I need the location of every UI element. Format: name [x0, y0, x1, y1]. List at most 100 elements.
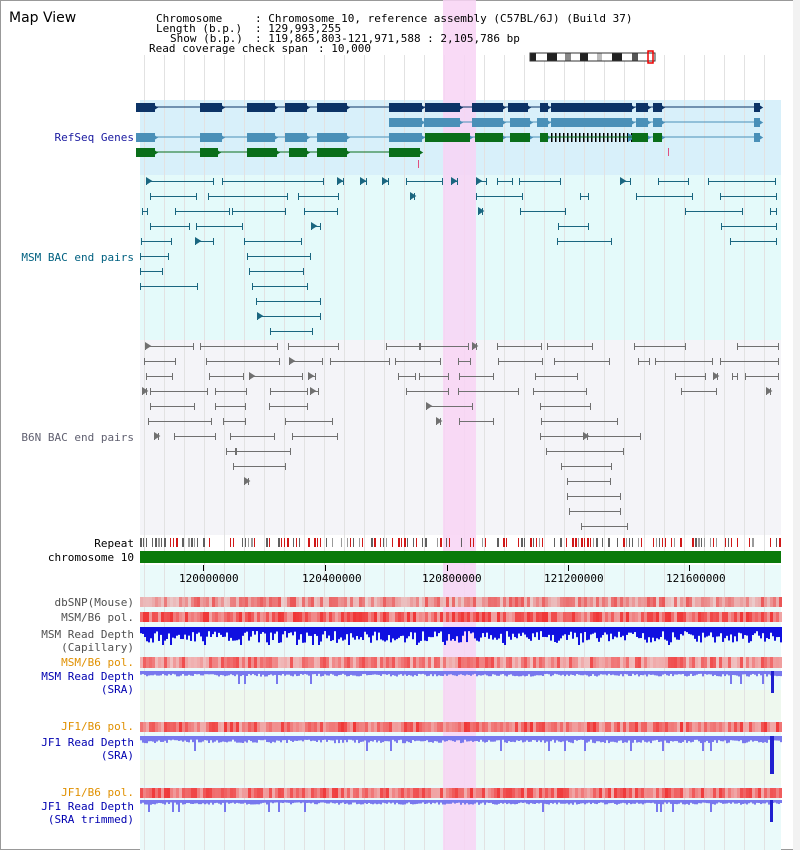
track-label-jf1-b6-pol-1[interactable]: JF1/B6 pol. [61, 720, 134, 733]
read-depth-bar [324, 736, 326, 740]
snp-heat-cell [260, 597, 263, 607]
read-depth-bar [642, 627, 644, 634]
read-depth-bar [338, 627, 340, 640]
snp-heat-cell [203, 612, 206, 622]
snp-heat-cell [185, 657, 188, 668]
snp-heat-cell [638, 612, 641, 622]
snp-heat-cell [269, 597, 272, 607]
snp-heat-cell [482, 722, 485, 732]
read-depth-bar [280, 627, 282, 643]
read-depth-bar [754, 671, 756, 675]
read-depth-bar [756, 736, 758, 741]
snp-heat-cell [374, 788, 377, 798]
track-label-jf1-b6-pol-2[interactable]: JF1/B6 pol. [61, 786, 134, 799]
track-label-msm-depth-sra[interactable]: MSM Read Depth [41, 670, 134, 683]
snp-heat-cell [404, 597, 407, 607]
snp-heat-cell [296, 612, 299, 622]
track-label-refseq-genes[interactable]: RefSeq Genes [54, 131, 134, 144]
repeat-mark [398, 538, 400, 547]
read-depth-bar [558, 627, 560, 641]
snp-heat-cell [602, 722, 605, 732]
read-depth-bar [230, 671, 232, 675]
read-depth-bar [636, 800, 638, 803]
snp-heat-cell [551, 597, 554, 607]
read-depth-bar [140, 627, 142, 634]
b6n-bac-pair-arrow [142, 387, 149, 395]
read-depth-bar [166, 671, 168, 676]
snp-heat-cell [746, 597, 749, 607]
read-depth-bar [370, 627, 372, 643]
snp-heat-cell [542, 788, 545, 798]
repeat-mark [521, 538, 523, 547]
snp-heat-cell [512, 722, 515, 732]
read-depth-bar [614, 671, 616, 676]
read-depth-bar [218, 800, 220, 804]
read-depth-bar [622, 736, 624, 743]
read-depth-bar [630, 736, 632, 751]
track-label-msm-b6-pol-2[interactable]: MSM/B6 pol. [61, 656, 134, 669]
snp-heat-cell [509, 722, 512, 732]
snp-heat-cell [320, 788, 323, 798]
read-depth-bar [156, 800, 158, 804]
track-label-chromosome[interactable]: chromosome 10 [47, 551, 134, 564]
read-depth-bar [682, 627, 684, 636]
track-label-msm-depth-capillary[interactable]: MSM Read Depth [41, 628, 134, 641]
read-depth-bar [436, 627, 438, 637]
snp-heat-cell [281, 657, 284, 668]
read-depth-bar [372, 736, 374, 742]
read-depth-bar [600, 736, 602, 743]
read-depth-bar [164, 736, 166, 741]
read-depth-bar [240, 800, 242, 804]
snp-heat-cell [458, 722, 461, 732]
read-depth-bar [290, 736, 292, 741]
snp-heat-cell [524, 657, 527, 668]
track-label-repeat[interactable]: Repeat [94, 537, 134, 550]
repeat-mark [416, 538, 417, 547]
read-depth-bar [628, 627, 630, 633]
read-depth-bar [418, 800, 420, 804]
read-depth-bar [716, 671, 718, 677]
snp-heat-cell [182, 597, 185, 607]
read-depth-bar [466, 800, 468, 804]
snp-heat-cell [554, 657, 557, 668]
read-depth-bar [574, 627, 576, 633]
read-depth-bar [730, 671, 732, 684]
read-depth-bar [666, 627, 668, 641]
snp-heat-cell [170, 597, 173, 607]
read-depth-bar [598, 627, 600, 642]
read-depth-bar [334, 736, 336, 744]
read-depth-bar [544, 627, 546, 637]
snp-heat-cell [245, 657, 248, 668]
read-depth-bar [472, 627, 474, 633]
read-depth-bar [396, 671, 398, 677]
read-depth-bar [310, 800, 312, 804]
repeat-mark [533, 538, 534, 547]
snp-heat-cell [194, 612, 197, 622]
read-depth-bar [696, 627, 698, 642]
read-depth-bar [194, 736, 196, 751]
read-depth-bar [248, 736, 250, 741]
gene-mark [418, 160, 419, 168]
snp-heat-cell [374, 722, 377, 732]
track-label-msm-bac[interactable]: MSM BAC end pairs [21, 251, 134, 264]
track-label-jf1-depth-trimmed[interactable]: JF1 Read Depth [41, 800, 134, 813]
read-depth-bar [492, 800, 494, 805]
read-depth-bar [402, 671, 404, 676]
snp-heat-cell [245, 597, 248, 607]
track-label-b6n-bac[interactable]: B6N BAC end pairs [21, 431, 134, 444]
read-depth-bar [322, 671, 324, 676]
read-depth-bar [442, 800, 444, 805]
read-depth-bar [262, 800, 264, 803]
read-depth-bar [780, 736, 782, 743]
read-depth-bar [594, 800, 596, 804]
read-depth-bar [252, 627, 254, 632]
track-label-dbsnp[interactable]: dbSNP(Mouse) [54, 596, 134, 609]
track-label-jf1-depth-sra[interactable]: JF1 Read Depth [41, 736, 134, 749]
read-depth-bar [242, 800, 244, 804]
snp-heat-cell [239, 788, 242, 798]
snp-heat-cell [602, 612, 605, 622]
read-depth-bar [358, 671, 360, 677]
snp-heat-cell [683, 722, 686, 732]
track-label-msm-b6-pol-1[interactable]: MSM/B6 pol. [61, 611, 134, 624]
